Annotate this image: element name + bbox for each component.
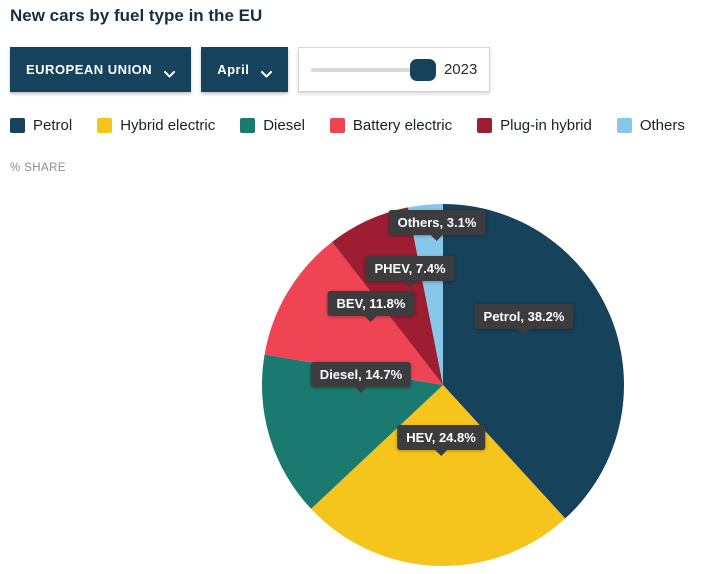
legend-item-diesel[interactable]: Diesel [240, 117, 305, 134]
page-title: New cars by fuel type in the EU [10, 6, 263, 25]
legend-swatch-icon [97, 118, 113, 133]
data-label-phev: PHEV, 7.4% [365, 256, 455, 281]
legend: Petrol Hybrid electric Diesel Battery elect… [10, 117, 720, 134]
pie-slice-diesel[interactable] [262, 354, 443, 509]
pie-slice-hev[interactable] [311, 385, 566, 566]
data-label-diesel: Diesel, 14.7% [310, 362, 412, 387]
legend-label: Diesel [263, 117, 305, 134]
region-selector-button[interactable]: EUROPEAN UNION [10, 47, 192, 92]
legend-item-others[interactable]: Others [616, 117, 685, 134]
pie-chart-area: Petrol, 38.2% HEV, 24.8% Diesel, 14.7% BEV,… [0, 180, 727, 574]
data-label-petrol: Petrol, 38.2% [474, 304, 574, 329]
share-axis-label: % SHARE [10, 162, 66, 174]
region-selector-label: EUROPEAN UNION [26, 62, 153, 77]
month-selector-label: April [217, 62, 250, 77]
data-label-hev: HEV, 24.8% [397, 425, 485, 450]
month-selector-button[interactable]: April [201, 47, 289, 92]
legend-swatch-icon [616, 118, 632, 133]
legend-swatch-icon [10, 118, 25, 133]
chevron-down-icon [261, 66, 273, 78]
legend-item-hev[interactable]: Hybrid electric [97, 117, 215, 134]
year-slider-handle[interactable] [409, 58, 436, 81]
controls-bar: EUROPEAN UNION April 2023 [10, 47, 491, 92]
data-label-bev: BEV, 11.8% [327, 291, 415, 316]
year-slider-value: 2023 [443, 61, 478, 78]
pie-slice-petrol[interactable] [443, 204, 624, 519]
pie-slice-others[interactable] [407, 204, 443, 385]
legend-item-petrol[interactable]: Petrol [10, 117, 72, 134]
legend-item-phev[interactable]: Plug-in hybrid [477, 117, 592, 134]
legend-label: Plug-in hybrid [500, 117, 592, 134]
year-slider-group: 2023 [298, 47, 491, 92]
data-label-others: Others, 3.1% [388, 210, 486, 235]
legend-item-bev[interactable]: Battery electric [329, 117, 453, 134]
legend-swatch-icon [329, 118, 345, 133]
year-slider-track[interactable] [311, 58, 436, 81]
legend-swatch-icon [240, 118, 256, 133]
chevron-down-icon [164, 66, 176, 78]
legend-label: Petrol [33, 117, 73, 134]
legend-label: Battery electric [352, 117, 453, 134]
legend-label: Hybrid electric [120, 117, 216, 134]
legend-label: Others [639, 117, 685, 134]
legend-swatch-icon [477, 118, 493, 133]
